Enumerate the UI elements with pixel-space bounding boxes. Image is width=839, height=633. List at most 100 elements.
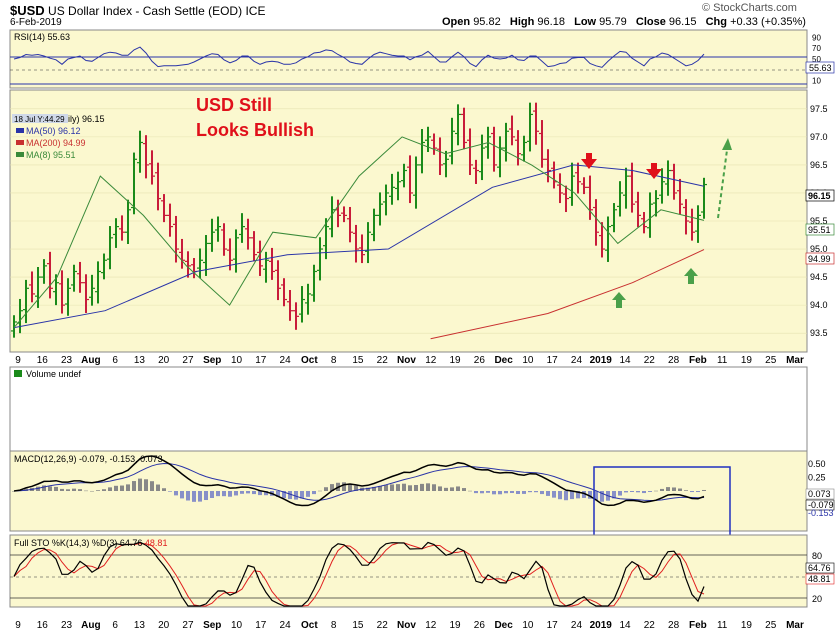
x-axis-label: Mar <box>786 620 804 631</box>
macd-hist-bar <box>492 491 496 495</box>
sto-k-line <box>13 541 705 607</box>
price-bar <box>359 234 365 264</box>
open-label: Open <box>442 16 471 28</box>
macd-hist-bar <box>144 479 148 491</box>
price-bar <box>95 261 101 304</box>
ohlc-readout: Open 95.82 High 96.18 Low 95.79 Close 96… <box>442 16 806 28</box>
macd-hist-bar <box>630 491 634 493</box>
x-axis-label: 11 <box>717 620 728 631</box>
x-axis-label: Sep <box>203 620 221 631</box>
price-bar <box>11 315 17 338</box>
main-legend: ily) 96.15 <box>68 114 105 124</box>
price-bar <box>203 235 209 276</box>
x-axis-bottom: 9 16 23 Aug 6 13 20 27 Sep 10 17 24 Oct 8 15 22 Nov 12 19 2… <box>15 620 804 631</box>
macd-signal-tag: -0.153 <box>808 508 834 518</box>
rsi-tick-label: 70 <box>812 44 821 53</box>
price-tick-label: 96.5 <box>810 160 828 170</box>
price-bar <box>683 199 689 235</box>
x-axis-label: 19 <box>741 620 753 631</box>
macd-hist-bar <box>456 486 460 491</box>
macd-hist-bar <box>246 491 250 494</box>
high-label: High <box>509 16 535 28</box>
macd-hist-bar <box>222 491 226 497</box>
price-bar <box>581 177 587 195</box>
x-axis-label: 19 <box>450 355 462 366</box>
x-axis-label: 26 <box>474 355 486 366</box>
price-tick-label: 97.0 <box>810 132 828 142</box>
sto-tick-80: 80 <box>812 551 822 561</box>
low-value: 95.79 <box>599 16 627 28</box>
x-axis-label: Aug <box>81 620 100 631</box>
macd-line <box>13 455 705 507</box>
macd-hist-bar <box>48 486 52 491</box>
x-axis-label: 25 <box>765 355 777 366</box>
price-bar <box>65 278 71 316</box>
macd-hist-bar <box>390 484 394 491</box>
macd-panel: 0.500.25-0.25 MACD(12,26,9) -0.079, -0.1… <box>9 450 835 543</box>
rsi-panel: RSI(14) 55.63 9070503010 55.63 <box>9 29 835 89</box>
red-arrow-2-icon <box>646 163 662 179</box>
macd-tick-label: 0.25 <box>808 473 826 483</box>
price-tick-label: 97.5 <box>810 104 828 114</box>
price-bar <box>521 135 527 162</box>
x-axis-label: 20 <box>158 355 170 366</box>
price-bar <box>311 264 317 302</box>
macd-hist-bar <box>684 490 688 491</box>
price-bar <box>701 177 707 219</box>
macd-hist-bar <box>90 490 94 492</box>
price-bar <box>413 156 419 209</box>
sto-k-tag: 64.76 <box>808 563 831 573</box>
price-bar <box>491 126 497 172</box>
macd-hist-bar <box>12 491 16 492</box>
price-bar <box>611 203 617 233</box>
price-bar <box>389 173 395 205</box>
x-axis-label: 27 <box>182 620 194 631</box>
price-bar <box>239 213 245 243</box>
close-value: 96.15 <box>668 16 697 28</box>
macd-hist-bar <box>510 491 514 494</box>
rsi-value-tag-box <box>805 61 835 74</box>
x-axis-label: 22 <box>377 355 389 366</box>
macd-hist-bar <box>594 491 598 501</box>
x-axis-label: 22 <box>377 620 389 631</box>
x-axis-label: 14 <box>619 355 631 366</box>
macd-hist-bar <box>204 491 208 501</box>
x-axis-label: 13 <box>134 620 146 631</box>
macd-hist-bar <box>396 484 400 491</box>
price-bar <box>455 104 461 146</box>
macd-hist-bar <box>288 491 292 500</box>
price-bar <box>71 264 77 292</box>
x-axis-label: 14 <box>619 620 631 631</box>
ma200-line <box>430 249 705 340</box>
stockcharts-brand: © StockCharts.com <box>702 2 797 14</box>
green-arrow-2-icon <box>684 268 698 284</box>
high-value: 96.18 <box>537 16 565 28</box>
price-bar <box>83 274 89 313</box>
x-axis-label: 16 <box>37 620 49 631</box>
macd-hist-bar <box>312 491 316 495</box>
price-bar <box>371 208 377 242</box>
x-axis-label: 22 <box>644 620 656 631</box>
macd-hist-bar <box>678 488 682 491</box>
price-bar <box>161 194 167 223</box>
macd-hist-bar <box>120 485 124 491</box>
macd-hist-tag-box <box>805 488 835 500</box>
price-bar <box>251 231 257 262</box>
macd-hist-tag: 0.073 <box>808 489 831 499</box>
price-bar <box>623 167 629 209</box>
price-bar <box>557 173 563 204</box>
macd-hist-bar <box>462 488 466 491</box>
x-axis-label: 2019 <box>590 620 613 631</box>
x-axis-label: 17 <box>255 620 267 631</box>
price-bar <box>263 251 269 283</box>
macd-hist-bar <box>702 489 706 491</box>
price-bar <box>383 184 389 216</box>
price-bar <box>179 238 185 269</box>
price-tick-label: 94.0 <box>810 300 828 310</box>
price-bar <box>305 283 311 315</box>
price-bar <box>143 135 149 179</box>
price-bar <box>59 270 65 314</box>
price-tick-label: 95.0 <box>810 244 828 254</box>
macd-hist-bar <box>660 488 664 491</box>
macd-hist-bar <box>366 487 370 491</box>
